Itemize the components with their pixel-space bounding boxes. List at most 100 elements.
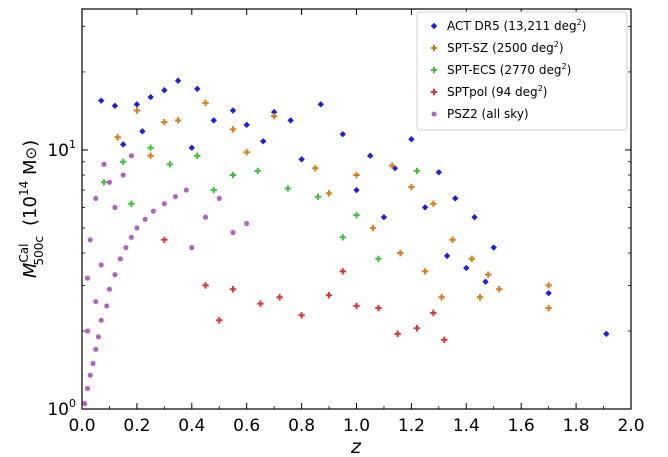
data-point [112,204,118,210]
data-point [257,300,264,307]
data-point [100,179,108,186]
data-point [128,200,135,207]
legend-marker [431,111,437,117]
data-point [210,117,217,124]
data-point [142,216,148,222]
data-point [367,152,374,159]
data-point [87,237,93,243]
data-point [101,161,107,167]
data-point [161,87,168,94]
data-point [485,271,492,278]
data-point [441,336,448,343]
data-point [270,108,278,116]
data-point [353,186,360,194]
data-point [270,112,278,120]
legend-label: ACT DR5 (13,211 deg2) [447,18,586,33]
data-point [161,118,168,126]
data-point [452,195,459,202]
data-point [394,330,401,338]
data-point [408,136,415,143]
data-point [229,107,237,114]
data-point [93,298,99,305]
data-point [90,360,96,366]
data-point [449,236,456,243]
data-point [174,117,182,124]
data-point [430,200,437,207]
data-point [312,165,319,172]
data-point [421,204,429,211]
data-point [147,152,154,159]
data-point [194,85,201,93]
data-point [161,201,167,207]
data-point [276,294,283,301]
data-point [119,141,127,148]
legend-marker [430,66,438,74]
x-axis-label: z [350,436,362,457]
x-tick-label: 1.8 [563,416,590,436]
data-point [317,101,325,108]
data-point [545,289,552,297]
data-point [482,278,489,285]
data-point [438,294,445,301]
x-tick-label: 0.6 [233,416,260,436]
legend: ACT DR5 (13,211 deg2) SPT-SZ (2500 deg2) S… [416,11,628,131]
data-point [298,156,305,163]
data-point [128,153,134,159]
data-point [93,346,99,352]
data-point [388,162,396,169]
data-point [339,131,346,138]
data-point [84,385,91,392]
data-point [98,262,104,268]
data-point [287,117,294,124]
data-point [435,169,443,176]
data-point [413,167,421,175]
data-point [202,282,209,289]
data-point [172,194,178,200]
data-point [229,126,237,133]
data-point [353,302,360,310]
data-point [496,286,503,293]
data-point [476,294,484,301]
data-point [339,268,346,275]
data-point [216,317,223,324]
data-point [188,144,195,151]
data-point [490,244,497,251]
data-point [471,214,478,221]
data-point [104,303,110,309]
data-point [284,185,292,192]
data-point [147,144,154,151]
data-point [468,255,475,263]
legend-marker [430,22,438,30]
data-point [120,172,126,178]
data-point [133,101,141,108]
data-point [463,264,470,272]
data-point [150,208,156,214]
data-point [375,304,382,312]
data-point [106,179,113,185]
data-point [210,186,217,194]
data-point [230,229,236,236]
legend-label: SPT-ECS (2770 deg2) [447,62,571,77]
data-point [397,249,404,257]
data-point [82,400,88,407]
data-point [98,317,104,323]
y-tick-label: 101 [47,138,76,161]
legend-label: SPT-SZ (2500 deg2) [447,40,564,55]
data-point [603,330,610,338]
y-axis: 100 101 [47,25,631,420]
data-point [114,133,121,141]
data-point [123,244,129,251]
x-tick-label: 1.2 [398,416,425,436]
x-tick-label: 1.6 [508,416,535,436]
data-point [98,97,105,104]
data-point [147,93,154,101]
data-point [421,268,429,275]
data-point [161,236,168,243]
data-point [314,193,322,200]
data-point [298,312,305,319]
y-tick-label: 100 [47,397,76,420]
data-point [229,286,237,293]
data-point [375,255,382,263]
data-point [369,224,377,232]
